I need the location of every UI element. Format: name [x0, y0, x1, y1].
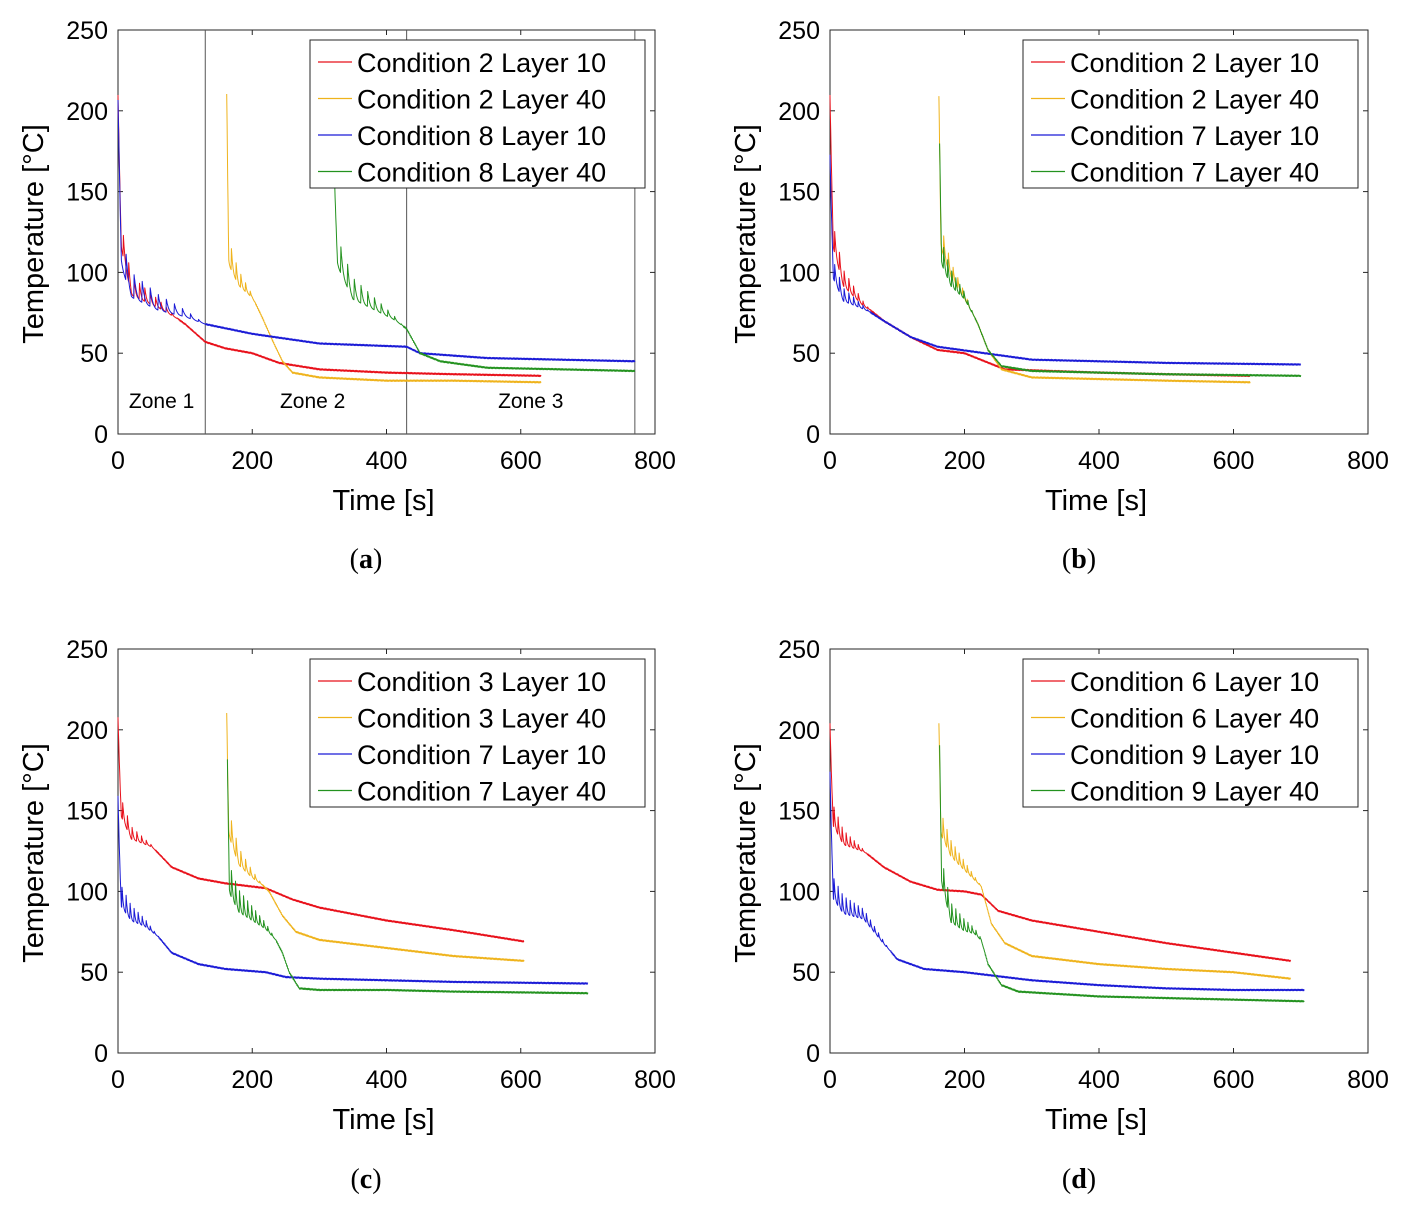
x-axis-label: Time [s]: [1045, 485, 1147, 517]
y-axis-label: Temperature [°C]: [18, 743, 50, 963]
y-tick-label: 150: [778, 179, 820, 207]
y-tick-label: 0: [806, 1040, 820, 1068]
x-tick-label: 400: [1078, 1066, 1120, 1094]
legend-entry: Condition 6 Layer 40: [1070, 704, 1319, 734]
legend-entry: Condition 3 Layer 40: [357, 704, 606, 734]
legend-entry: Condition 3 Layer 10: [357, 667, 606, 697]
x-tick-label: 800: [1347, 447, 1389, 475]
y-tick-label: 0: [94, 1040, 108, 1068]
y-tick-label: 50: [80, 340, 108, 368]
y-axis-label: Temperature [°C]: [730, 743, 762, 963]
chart-panel-d: 0 200 400 600 800 0 50 100 150 200 250 Time [s] Temp…: [730, 636, 1389, 1136]
x-axis-label: Time [s]: [332, 485, 434, 517]
y-tick-label: 150: [66, 798, 108, 826]
x-tick-label: 600: [500, 447, 542, 475]
series-line-4: [333, 164, 636, 373]
panel-caption-d: (d): [1062, 1164, 1096, 1195]
y-tick-label: 50: [80, 959, 108, 987]
zone-label: Zone 2: [280, 390, 345, 413]
y-axis-label: Temperature [°C]: [18, 124, 50, 344]
y-tick-label: 200: [778, 98, 820, 126]
series-line-4: [939, 143, 1302, 378]
y-tick-label: 100: [778, 259, 820, 287]
x-axis-label: Time [s]: [1045, 1104, 1147, 1136]
x-tick-label: 400: [366, 1066, 408, 1094]
y-tick-label: 100: [66, 259, 108, 287]
legend-entry: Condition 2 Layer 40: [1070, 85, 1319, 115]
x-tick-label: 0: [111, 1066, 125, 1094]
y-tick-label: 150: [778, 798, 820, 826]
legend-entry: Condition 9 Layer 10: [1070, 740, 1319, 770]
legend-entry: Condition 7 Layer 40: [1070, 158, 1319, 188]
legend-entry: Condition 2 Layer 10: [357, 48, 606, 78]
panel-caption-a: (a): [350, 544, 383, 575]
series-line-2: [226, 93, 542, 384]
legend-entry: Condition 7 Layer 40: [357, 777, 606, 807]
zone-label: Zone 1: [129, 390, 194, 413]
legend-entry: Condition 2 Layer 10: [1070, 48, 1319, 78]
series-line-3: [117, 795, 589, 985]
x-tick-label: 0: [111, 447, 125, 475]
y-tick-label: 250: [66, 636, 108, 664]
legend-entry: Condition 8 Layer 40: [357, 158, 606, 188]
y-tick-label: 50: [792, 959, 820, 987]
x-tick-label: 0: [823, 1066, 837, 1094]
series-line-3: [829, 154, 1302, 366]
y-tick-label: 200: [66, 717, 108, 745]
series-line-3: [829, 771, 1305, 992]
chart-panel-a: 0 200 400 600 800 0 50 100 150 200 250 Time [s] Temp…: [18, 17, 676, 517]
y-tick-label: 250: [778, 17, 820, 45]
x-tick-label: 200: [231, 447, 273, 475]
x-tick-label: 400: [366, 447, 408, 475]
y-tick-label: 250: [66, 17, 108, 45]
series-line-1: [117, 94, 542, 378]
y-axis-label: Temperature [°C]: [730, 124, 762, 344]
legend-box: [309, 39, 646, 189]
series-line-1: [117, 717, 525, 943]
y-tick-label: 200: [778, 717, 820, 745]
legend-box: [309, 658, 646, 808]
series-line-4: [939, 745, 1305, 1003]
y-tick-label: 100: [66, 878, 108, 906]
series-line-3: [117, 99, 636, 363]
x-tick-label: 800: [1347, 1066, 1389, 1094]
legend-entry: Condition 6 Layer 10: [1070, 667, 1319, 697]
y-tick-label: 0: [806, 421, 820, 449]
legend-box: [1022, 39, 1359, 189]
legend-entry: Condition 2 Layer 40: [357, 85, 606, 115]
series-line-2: [226, 712, 525, 962]
panel-caption-c: (c): [350, 1164, 381, 1195]
series-line-4: [226, 759, 589, 995]
x-tick-label: 200: [944, 1066, 986, 1094]
panel-caption-b: (b): [1062, 544, 1096, 575]
y-tick-label: 200: [66, 98, 108, 126]
x-tick-label: 600: [1213, 447, 1255, 475]
chart-panel-b: 0 200 400 600 800 0 50 100 150 200 250 Time [s] Temp…: [730, 17, 1389, 517]
x-tick-label: 600: [500, 1066, 542, 1094]
x-tick-label: 200: [231, 1066, 273, 1094]
series-line-2: [938, 723, 1292, 980]
x-tick-label: 600: [1213, 1066, 1255, 1094]
x-tick-label: 800: [634, 447, 676, 475]
zone-label: Zone 3: [498, 390, 563, 413]
series-line-1: [829, 723, 1292, 963]
y-tick-label: 100: [778, 878, 820, 906]
y-tick-label: 0: [94, 421, 108, 449]
legend-entry: Condition 7 Layer 10: [1070, 121, 1319, 151]
chart-panel-c: 0 200 400 600 800 0 50 100 150 200 250 Time [s] Temp…: [18, 636, 676, 1136]
legend-entry: Condition 9 Layer 40: [1070, 777, 1319, 807]
legend-entry: Condition 7 Layer 10: [357, 740, 606, 770]
x-tick-label: 200: [944, 447, 986, 475]
x-tick-label: 0: [823, 447, 837, 475]
y-tick-label: 50: [792, 340, 820, 368]
x-tick-label: 800: [634, 1066, 676, 1094]
x-axis-label: Time [s]: [332, 1104, 434, 1136]
legend-box: [1022, 658, 1359, 808]
y-tick-label: 250: [778, 636, 820, 664]
legend-entry: Condition 8 Layer 10: [357, 121, 606, 151]
x-tick-label: 400: [1078, 447, 1120, 475]
y-tick-label: 150: [66, 179, 108, 207]
